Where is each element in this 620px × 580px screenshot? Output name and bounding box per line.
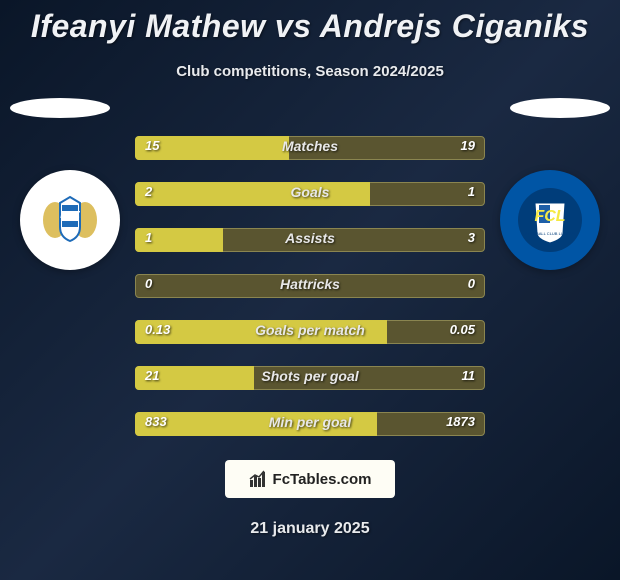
svg-text:FCZ: FCZ — [60, 210, 80, 221]
stat-row: 15 Matches 19 — [135, 136, 485, 160]
watermark-text: FcTables.com — [273, 471, 372, 488]
stat-value-left: 0 — [145, 276, 152, 291]
stat-label: Hattricks — [280, 276, 340, 292]
stats-container: 15Matches192Goals11Assists30Hattricks00.… — [135, 136, 485, 436]
stat-value-right: 11 — [462, 368, 476, 383]
stat-value-right: 1873 — [446, 414, 475, 429]
stat-value-left: 15 — [145, 138, 159, 153]
stat-row: 2 Goals 1 — [135, 182, 485, 206]
page-title: Ifeanyi Mathew vs Andrejs Ciganiks — [0, 0, 620, 45]
stat-value-left: 2 — [145, 184, 152, 199]
stat-value-right: 19 — [461, 138, 475, 153]
stat-value-right: 3 — [468, 230, 475, 245]
fcz-crest-icon: FCZ — [35, 185, 105, 255]
stat-value-left: 21 — [145, 368, 159, 383]
stat-row: 0 Hattricks 0 — [135, 274, 485, 298]
stat-value-left: 833 — [145, 414, 167, 429]
stat-row: 21 Shots per goal 11 — [135, 366, 485, 390]
stat-row: 833 Min per goal 1873 — [135, 412, 485, 436]
stat-label: Goals per match — [255, 322, 365, 338]
stat-row: 1 Assists 3 — [135, 228, 485, 252]
stat-value-left: 1 — [145, 230, 152, 245]
flags-row — [0, 98, 620, 118]
flag-right — [510, 98, 610, 118]
stat-value-right: 1 — [468, 184, 475, 199]
stat-label: Min per goal — [269, 414, 351, 430]
team-badge-left: FCZ — [20, 170, 120, 270]
team-badge-right: FCL FUSSBALL CLUB LUZERN — [500, 170, 600, 270]
stat-label: Goals — [291, 184, 330, 200]
watermark: FcTables.com — [225, 460, 395, 498]
stat-value-right: 0 — [468, 276, 475, 291]
subtitle: Club competitions, Season 2024/2025 — [0, 63, 620, 80]
stat-label: Assists — [285, 230, 335, 246]
stat-value-left: 0.13 — [145, 322, 170, 337]
fcl-crest-icon: FCL FUSSBALL CLUB LUZERN — [515, 185, 585, 255]
stat-label: Shots per goal — [261, 368, 358, 384]
flag-left — [10, 98, 110, 118]
stat-label: Matches — [282, 138, 338, 154]
svg-text:FCL: FCL — [534, 208, 565, 225]
chart-icon — [249, 470, 267, 488]
stat-row: 0.13 Goals per match 0.05 — [135, 320, 485, 344]
stat-value-right: 0.05 — [450, 322, 475, 337]
bar-fill-left — [135, 182, 370, 206]
svg-text:FUSSBALL CLUB LUZERN: FUSSBALL CLUB LUZERN — [525, 231, 574, 236]
date: 21 january 2025 — [0, 520, 620, 538]
